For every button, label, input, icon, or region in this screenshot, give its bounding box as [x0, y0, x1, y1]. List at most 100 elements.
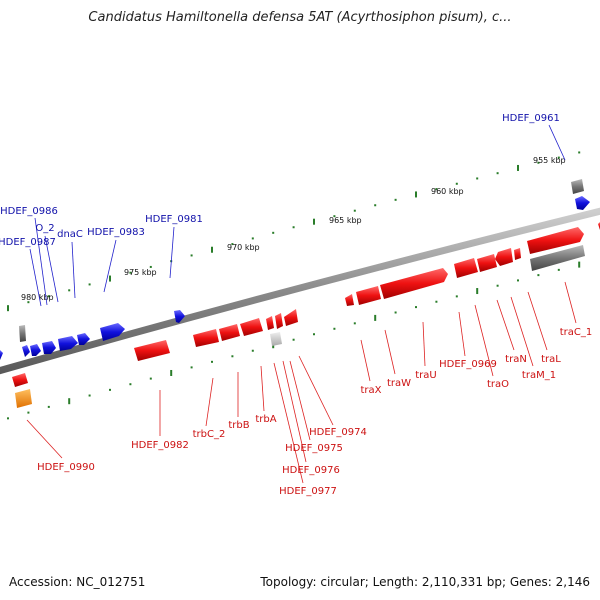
scale-tick	[333, 215, 336, 218]
gene-label[interactable]: HDEF_0990	[37, 462, 95, 473]
gene-label[interactable]: traM_1	[522, 370, 556, 381]
gene-feature[interactable]	[100, 323, 125, 341]
gene-label[interactable]: HDEF_0981	[145, 214, 203, 225]
gene-feature[interactable]	[134, 340, 170, 361]
gene-label[interactable]: HDEF_0983	[87, 227, 145, 238]
leader-line	[71, 241, 76, 299]
gene-feature[interactable]	[22, 345, 30, 357]
scale-tick	[170, 369, 173, 376]
genome-backbone	[0, 207, 600, 375]
leader-line	[496, 299, 515, 351]
scale-tick	[231, 355, 234, 358]
gene-feature[interactable]	[0, 350, 3, 360]
leader-line	[422, 321, 426, 367]
gene-feature[interactable]	[275, 313, 283, 329]
scale-tick	[394, 198, 397, 201]
gene-feature[interactable]	[19, 325, 26, 342]
inner-scale-ticks	[7, 261, 581, 420]
leader-line	[474, 304, 494, 377]
gene-feature[interactable]	[174, 310, 185, 323]
leader-line	[282, 360, 307, 463]
gene-feature[interactable]	[345, 294, 354, 306]
scale-tick	[537, 161, 540, 164]
scale-tick	[435, 188, 438, 191]
leader-line	[169, 226, 175, 279]
scale-tick	[292, 338, 295, 341]
scale-label-980: 980 kbp	[21, 293, 54, 302]
gene-label[interactable]: traW	[387, 378, 411, 389]
gene-feature[interactable]	[266, 316, 274, 330]
leader-line	[360, 339, 371, 382]
gene-feature[interactable]	[575, 196, 590, 210]
gene-label[interactable]: HDEF_0982	[131, 440, 189, 451]
gene-feature[interactable]	[530, 245, 585, 271]
gene-label[interactable]: traX	[360, 385, 381, 396]
gene-feature[interactable]	[527, 227, 584, 254]
scale-tick	[27, 411, 30, 414]
gene-label[interactable]: HDEF_0987	[0, 237, 56, 248]
gene-feature[interactable]	[42, 341, 56, 354]
scale-tick	[415, 191, 417, 198]
gene-feature[interactable]	[495, 248, 513, 266]
leader-line	[384, 329, 396, 375]
gene-label[interactable]: trbB	[228, 420, 249, 431]
scale-label-965: 965 kbp	[329, 216, 362, 225]
gene-feature[interactable]	[193, 329, 219, 347]
scale-tick	[537, 274, 540, 277]
gene-label[interactable]: HDEF_0969	[439, 359, 497, 370]
scale-label-975: 975 kbp	[124, 268, 157, 277]
leader-line	[548, 124, 566, 161]
gene-feature[interactable]	[454, 258, 478, 278]
gene-feature[interactable]	[30, 344, 41, 356]
scale-tick	[578, 261, 581, 268]
gene-label[interactable]: dnaC	[57, 229, 83, 240]
gene-feature[interactable]	[380, 268, 448, 299]
gene-feature[interactable]	[270, 332, 282, 346]
gene-label[interactable]: HDEF_0986	[0, 206, 58, 217]
gene-label[interactable]: traN	[505, 354, 527, 365]
gene-label[interactable]: O_2	[35, 223, 54, 234]
gene-feature[interactable]	[12, 373, 28, 387]
scale-tick	[476, 177, 479, 180]
scale-tick	[374, 204, 377, 207]
gene-feature[interactable]	[77, 333, 90, 345]
gene-label[interactable]: HDEF_0976	[282, 465, 340, 476]
scale-tick	[47, 295, 50, 298]
gene-label[interactable]: trbA	[255, 414, 276, 425]
gene-feature[interactable]	[15, 389, 32, 408]
scale-tick	[557, 268, 560, 271]
gene-feature[interactable]	[219, 324, 240, 341]
gene-label[interactable]: traC_1	[560, 327, 593, 338]
gene-label[interactable]: HDEF_0961	[502, 113, 560, 124]
gene-feature[interactable]	[58, 336, 78, 351]
scale-tick	[455, 182, 458, 185]
accession-text: Accession: NC_012751	[9, 575, 146, 589]
scale-tick	[517, 164, 519, 171]
scale-tick	[109, 388, 111, 391]
scale-tick	[292, 226, 295, 229]
gene-feature[interactable]	[477, 254, 497, 272]
leader-line	[103, 239, 117, 293]
gene-label[interactable]: trbC_2	[193, 429, 226, 440]
gene-feature[interactable]	[356, 286, 381, 305]
gene-feature[interactable]	[284, 309, 298, 326]
gene-label[interactable]: HDEF_0977	[279, 486, 337, 497]
leader-line	[564, 281, 577, 324]
scale-tick	[353, 322, 356, 325]
gene-label[interactable]: traO	[487, 379, 509, 390]
topology-summary: Topology: circular; Length: 2,110,331 bp…	[260, 575, 590, 589]
scale-tick	[313, 333, 315, 336]
leader-line	[26, 419, 63, 459]
scale-tick	[231, 243, 234, 246]
gene-feature[interactable]	[514, 248, 521, 260]
gene-feature[interactable]	[240, 318, 263, 336]
scale-tick	[149, 265, 152, 268]
scale-label-955: 955 kbp	[533, 156, 566, 165]
gene-label[interactable]: traU	[415, 370, 436, 381]
gene-label[interactable]: traL	[541, 354, 561, 365]
gene-label[interactable]: HDEF_0974	[309, 427, 367, 438]
gene-feature[interactable]	[571, 179, 584, 194]
scale-tick	[496, 284, 499, 287]
gene-label[interactable]: HDEF_0975	[285, 443, 343, 454]
